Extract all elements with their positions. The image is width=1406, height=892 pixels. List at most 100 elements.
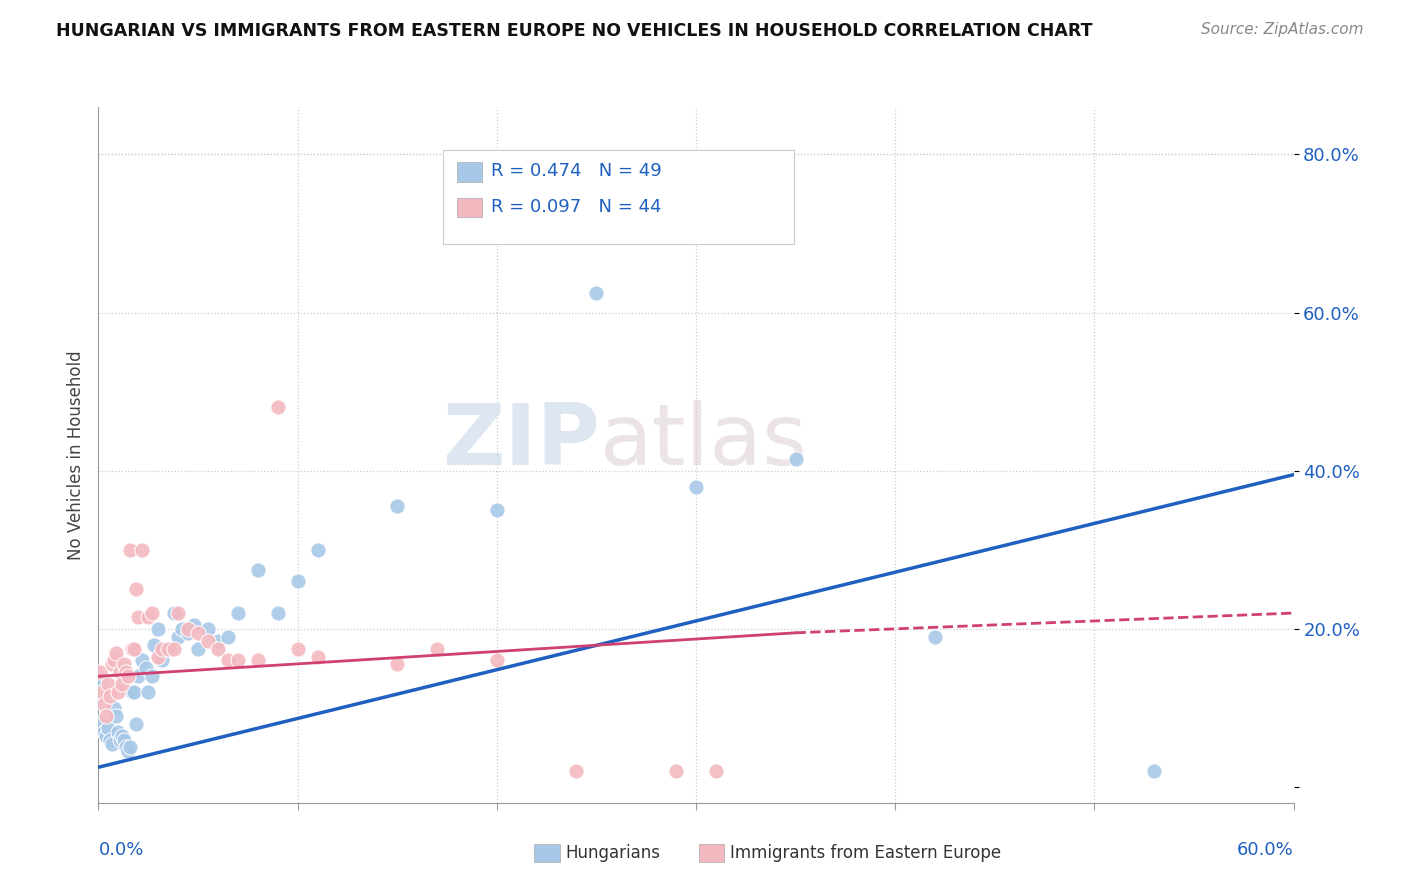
Point xyxy=(97,677,120,691)
Point xyxy=(246,563,269,577)
Point xyxy=(120,542,142,557)
Point xyxy=(665,764,688,779)
Text: R = 0.474   N = 49: R = 0.474 N = 49 xyxy=(491,162,661,180)
Point xyxy=(157,641,180,656)
Text: 0.0%: 0.0% xyxy=(98,841,143,859)
Point xyxy=(117,744,139,758)
Point xyxy=(98,689,122,703)
Point xyxy=(287,574,309,589)
Point xyxy=(485,503,508,517)
Point xyxy=(131,542,153,557)
Point xyxy=(127,669,149,683)
Point xyxy=(187,641,209,656)
Point xyxy=(207,633,229,648)
Point xyxy=(124,641,146,656)
Point xyxy=(226,653,249,667)
Point xyxy=(267,401,290,415)
Point xyxy=(127,610,149,624)
Text: atlas: atlas xyxy=(600,400,808,483)
Point xyxy=(704,764,727,779)
Point xyxy=(93,697,115,711)
Point xyxy=(110,732,132,747)
Text: 60.0%: 60.0% xyxy=(1237,841,1294,859)
Point xyxy=(177,625,200,640)
Point xyxy=(115,665,138,680)
Point xyxy=(135,661,157,675)
Point xyxy=(307,542,329,557)
Point xyxy=(91,685,114,699)
Point xyxy=(93,724,115,739)
Point xyxy=(111,677,134,691)
Point xyxy=(585,285,607,300)
Text: Hungarians: Hungarians xyxy=(565,844,661,862)
Point xyxy=(685,479,707,493)
Point xyxy=(96,708,118,723)
Point xyxy=(148,622,170,636)
Point xyxy=(307,649,329,664)
Point xyxy=(385,657,409,672)
Point xyxy=(924,630,946,644)
Point xyxy=(101,737,124,751)
Point xyxy=(217,653,239,667)
Point xyxy=(120,740,142,755)
Point xyxy=(187,625,209,640)
Point xyxy=(101,657,124,672)
Point xyxy=(136,610,159,624)
Point xyxy=(157,641,180,656)
Point xyxy=(197,622,219,636)
Point xyxy=(183,618,205,632)
Point xyxy=(143,638,166,652)
Point xyxy=(125,582,148,597)
Point xyxy=(197,633,219,648)
Point xyxy=(98,732,122,747)
Point xyxy=(105,708,128,723)
Point xyxy=(91,716,114,731)
Point xyxy=(217,630,239,644)
Text: R = 0.097   N = 44: R = 0.097 N = 44 xyxy=(491,198,661,216)
Point xyxy=(112,657,135,672)
Point xyxy=(207,641,229,656)
Point xyxy=(1143,764,1166,779)
Point xyxy=(117,669,139,683)
Point xyxy=(485,653,508,667)
Point xyxy=(385,500,409,514)
Point xyxy=(115,740,138,755)
Point xyxy=(111,729,134,743)
Point xyxy=(89,673,111,688)
Point xyxy=(136,685,159,699)
Point xyxy=(103,653,125,667)
Point xyxy=(131,653,153,667)
Point xyxy=(107,685,129,699)
Point xyxy=(785,451,807,466)
Point xyxy=(110,665,132,680)
Text: Immigrants from Eastern Europe: Immigrants from Eastern Europe xyxy=(730,844,1001,862)
Point xyxy=(89,665,111,680)
Point xyxy=(148,649,170,664)
Y-axis label: No Vehicles in Household: No Vehicles in Household xyxy=(66,350,84,560)
Point xyxy=(177,622,200,636)
Point xyxy=(105,646,128,660)
Point xyxy=(112,732,135,747)
Point xyxy=(96,729,118,743)
Point xyxy=(107,724,129,739)
Point xyxy=(121,685,143,699)
Point xyxy=(226,606,249,620)
Point xyxy=(125,716,148,731)
Text: HUNGARIAN VS IMMIGRANTS FROM EASTERN EUROPE NO VEHICLES IN HOUSEHOLD CORRELATION: HUNGARIAN VS IMMIGRANTS FROM EASTERN EUR… xyxy=(56,22,1092,40)
Point xyxy=(287,641,309,656)
Point xyxy=(124,685,146,699)
Point xyxy=(150,641,173,656)
Text: Source: ZipAtlas.com: Source: ZipAtlas.com xyxy=(1201,22,1364,37)
Point xyxy=(103,701,125,715)
Point xyxy=(163,641,186,656)
Point xyxy=(426,641,449,656)
Point xyxy=(163,606,186,620)
Point xyxy=(141,606,163,620)
Point xyxy=(267,606,290,620)
Point xyxy=(141,669,163,683)
Point xyxy=(172,622,194,636)
Point xyxy=(121,641,143,656)
Point xyxy=(167,606,190,620)
Point xyxy=(246,653,269,667)
Point xyxy=(565,764,588,779)
